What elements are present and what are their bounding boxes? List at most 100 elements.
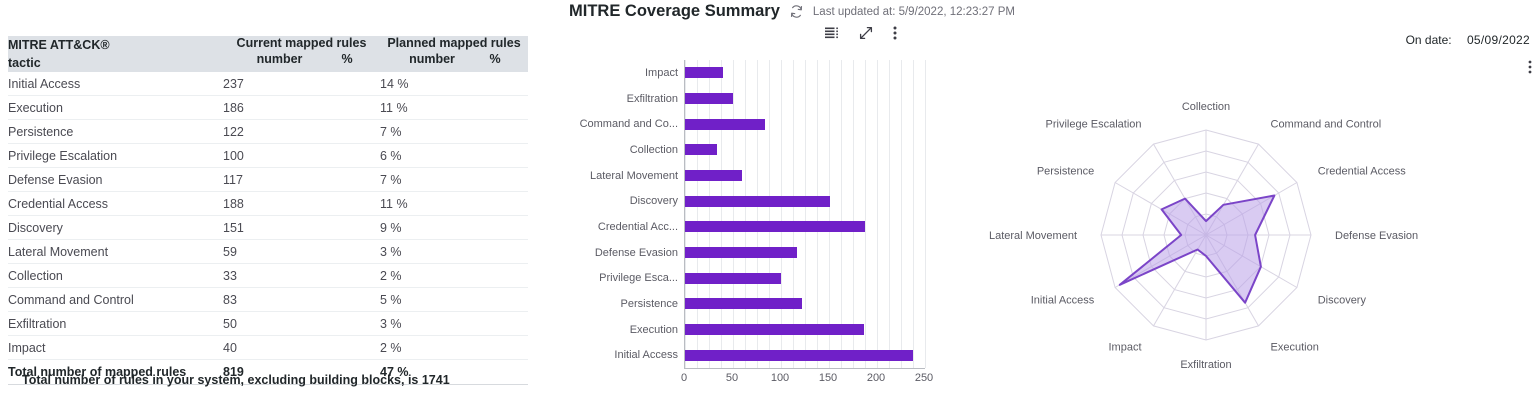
cell-current-number: 151 xyxy=(223,215,380,241)
bar-category-label: Command and Co... xyxy=(579,118,678,131)
overflow-menu-icon[interactable] xyxy=(893,26,897,40)
cell-tactic: Impact xyxy=(8,335,223,361)
cell-tactic: Initial Access xyxy=(8,72,223,97)
table-row: Execution 186 11 % xyxy=(8,95,528,121)
legend-list-icon[interactable] xyxy=(825,27,839,40)
table-row: Initial Access 237 14 % xyxy=(8,72,528,97)
gridline xyxy=(793,60,794,368)
mitre-tactic-table: MITRE ATT&CK® tactic Current mapped rule… xyxy=(8,36,528,386)
cell-current-number: 122 xyxy=(223,119,380,145)
gridline xyxy=(865,60,866,368)
radar-axis-label: Command and Control xyxy=(1271,118,1382,130)
radar-axis-label: Lateral Movement xyxy=(989,230,1077,242)
table-footnote: Total number of rules in your system, ex… xyxy=(22,373,450,387)
cell-current-number: 100 xyxy=(223,143,380,169)
cell-current-number: 59 xyxy=(223,239,380,265)
cell-tactic: Execution xyxy=(8,95,223,121)
expand-diagonal-icon[interactable] xyxy=(859,26,873,40)
cell-total-label: Total number of mapped rules xyxy=(8,359,223,386)
radar-axis-label: Initial Access xyxy=(1031,295,1095,307)
bar[interactable] xyxy=(685,349,913,361)
cell-current-pct: 6 % xyxy=(380,143,528,169)
cell-tactic: Credential Access xyxy=(8,191,223,217)
table-row: Lateral Movement 59 3 % xyxy=(8,239,528,265)
header-planned-title: Planned mapped rules xyxy=(387,36,521,50)
bar[interactable] xyxy=(685,324,864,335)
cell-current-number: 188 xyxy=(223,191,380,217)
on-date-label: On date: xyxy=(1405,33,1452,47)
x-axis-tick-label: 0 xyxy=(680,372,688,384)
cell-tactic: Defense Evasion xyxy=(8,167,223,193)
bar[interactable] xyxy=(685,298,803,310)
cell-tactic: Privilege Escalation xyxy=(8,143,223,169)
header-current-number: number xyxy=(256,52,303,66)
table-row: Defense Evasion 117 7 % xyxy=(8,167,528,193)
bar[interactable] xyxy=(685,195,830,207)
cell-current-number: 33 xyxy=(223,263,380,289)
bar[interactable] xyxy=(685,144,717,156)
bar[interactable] xyxy=(685,272,781,284)
gridline xyxy=(853,60,854,368)
cell-tactic: Persistence xyxy=(8,119,223,145)
bar-category-label: Impact xyxy=(644,66,678,79)
radar-data-polygon[interactable] xyxy=(1118,194,1276,304)
cell-current-number: 83 xyxy=(223,287,380,313)
bar-category-label: Exfiltration xyxy=(626,92,678,105)
bar-chart-plot: Impact Exfiltration Command and Co... Colle… xyxy=(560,60,960,390)
gridline xyxy=(829,60,830,368)
gridline xyxy=(805,60,806,368)
table-header: MITRE ATT&CK® tactic Current mapped rule… xyxy=(8,36,528,73)
bar[interactable] xyxy=(685,118,765,130)
cell-current-number: 50 xyxy=(223,311,380,337)
cell-current-pct: 3 % xyxy=(380,311,528,337)
bar-category-label: Collection xyxy=(629,143,678,156)
table-row: Discovery 151 9 % xyxy=(8,215,528,241)
cell-current-pct: 14 % xyxy=(380,72,528,97)
cell-tactic: Command and Control xyxy=(8,287,223,313)
x-axis-tick-label: 200 xyxy=(866,372,886,384)
x-axis-tick-label: 100 xyxy=(770,372,790,384)
bar-category-label: Execution xyxy=(629,323,678,336)
radar-axis-label: Discovery xyxy=(1318,295,1367,307)
table-row: Command and Control 83 5 % xyxy=(8,287,528,313)
cell-current-pct: 7 % xyxy=(380,167,528,193)
header-tactic-line1: MITRE ATT&CK® xyxy=(8,38,110,52)
bar[interactable] xyxy=(685,221,866,233)
gridline xyxy=(733,60,734,368)
page-title: MITRE Coverage Summary xyxy=(569,2,780,20)
radar-axis-label: Exfiltration xyxy=(1180,359,1231,371)
radar-chart-panel: On date: 05/09/2022 Collection Command an… xyxy=(960,0,1536,407)
cell-current-number: 237 xyxy=(223,72,380,97)
header-planned-pct: % xyxy=(489,52,501,66)
cell-current-pct: 2 % xyxy=(380,335,528,361)
radar-axis-label: Defense Evasion xyxy=(1335,230,1418,242)
gridline xyxy=(781,60,782,368)
bar[interactable] xyxy=(685,67,724,79)
overflow-menu-icon[interactable] xyxy=(1528,60,1532,79)
bar-category-label: Discovery xyxy=(629,195,678,208)
bar-plot-area xyxy=(684,60,926,368)
cell-current-pct: 11 % xyxy=(380,95,528,121)
bar[interactable] xyxy=(685,247,798,258)
bar-category-label: Credential Acc... xyxy=(597,220,678,233)
gridline xyxy=(817,60,818,368)
chart-toolbar xyxy=(825,26,897,40)
bar-category-label: Lateral Movement xyxy=(589,169,678,182)
cell-current-number: 40 xyxy=(223,335,380,361)
cell-tactic: Collection xyxy=(8,263,223,289)
cell-current-pct: 9 % xyxy=(380,215,528,241)
bar[interactable] xyxy=(685,93,733,104)
gridline xyxy=(913,60,914,368)
bar[interactable] xyxy=(685,170,742,181)
bar-category-label: Defense Evasion xyxy=(594,246,678,259)
radar-chart-svg: Collection Command and Control Credential … xyxy=(989,101,1418,371)
gridline xyxy=(769,60,770,368)
table-row: Impact 40 2 % xyxy=(8,335,528,361)
table-row: Persistence 122 7 % xyxy=(8,119,528,145)
cell-current-pct: 2 % xyxy=(380,263,528,289)
radar-axis-label: Persistence xyxy=(1037,166,1094,178)
cell-tactic: Discovery xyxy=(8,215,223,241)
refresh-icon[interactable] xyxy=(789,4,804,19)
header-tactic-line2: tactic xyxy=(8,56,41,71)
